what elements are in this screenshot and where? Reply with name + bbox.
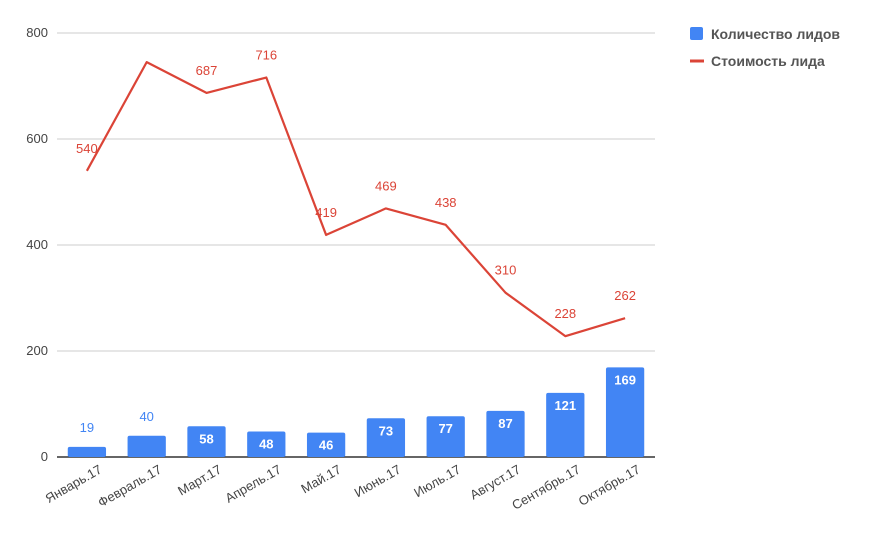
x-tick-label: Октябрь.17 — [576, 462, 643, 509]
bar-data-label: 46 — [319, 438, 333, 453]
bar-data-label: 58 — [199, 431, 213, 446]
x-tick-label: Апрель.17 — [222, 462, 283, 506]
x-tick-label: Февраль.17 — [95, 462, 164, 510]
x-tick-label: Январь.17 — [43, 462, 105, 506]
y-tick-label: 400 — [26, 237, 48, 252]
bar — [67, 446, 107, 457]
bar-data-label: 121 — [554, 398, 576, 413]
bar-data-label: 48 — [259, 437, 273, 452]
line-path — [85, 61, 626, 338]
legend: Количество лидов Стоимость лида — [690, 26, 840, 69]
line-data-label: 310 — [495, 263, 517, 278]
line-data-label: 438 — [435, 195, 457, 210]
line-data-label: 540 — [76, 141, 98, 156]
y-tick-label: 800 — [26, 25, 48, 40]
line-data-label: 469 — [375, 178, 397, 193]
bar — [486, 410, 525, 457]
x-tick-label: Июнь.17 — [352, 462, 404, 501]
bar-data-label: 73 — [379, 423, 393, 438]
line-data-label: 228 — [554, 306, 576, 321]
legend-swatch-bar — [690, 27, 703, 40]
bar-data-label: 169 — [614, 372, 636, 387]
bar-data-label: 77 — [438, 421, 452, 436]
bar — [247, 431, 286, 457]
x-tick-label: Март.17 — [175, 462, 224, 499]
line-data-label: 262 — [614, 288, 636, 303]
y-tick-label: 0 — [41, 449, 48, 464]
bar-data-label: 19 — [80, 420, 94, 435]
bar-data-label: 87 — [498, 416, 512, 431]
x-tick-label: Сентябрь.17 — [509, 462, 583, 513]
y-tick-label: 600 — [26, 131, 48, 146]
line-series: 540 687 716 419 469 438 310 228 262 — [76, 48, 636, 338]
bar — [127, 435, 166, 457]
line-data-label: 419 — [315, 205, 337, 220]
y-tick-label: 200 — [26, 343, 48, 358]
legend-label: Количество лидов — [711, 26, 840, 42]
y-axis-ticks: 0 200 400 600 800 — [26, 25, 48, 464]
bar — [366, 418, 406, 457]
x-tick-label: Май.17 — [298, 462, 343, 497]
bar-data-label: 40 — [139, 409, 153, 424]
bar — [605, 367, 645, 457]
bar-series: 19 40 58 48 46 73 77 87 121 169 — [67, 367, 645, 457]
line-data-label: 716 — [255, 48, 277, 63]
bar — [187, 426, 226, 457]
bar — [426, 416, 465, 457]
bar — [306, 432, 346, 457]
legend-label: Стоимость лида — [711, 53, 825, 69]
bar — [546, 392, 585, 457]
line-data-label: 687 — [196, 63, 218, 78]
x-tick-label: Июль.17 — [411, 462, 463, 501]
